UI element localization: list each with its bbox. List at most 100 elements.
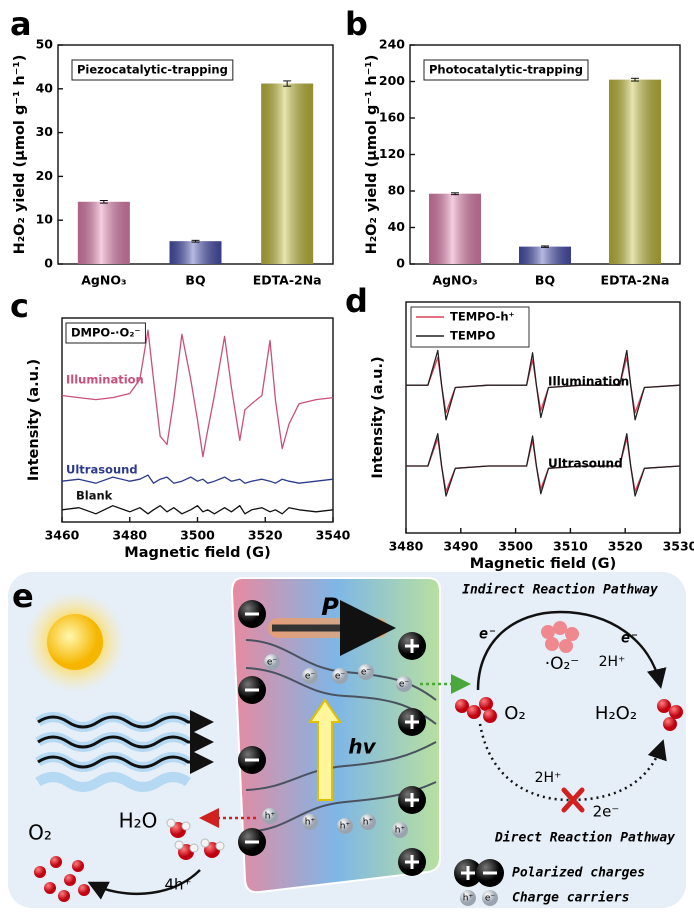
y-tick-label: 40 [388, 219, 406, 234]
curve-label: Blank [76, 489, 113, 503]
pathway-title: Indirect Reaction Pathway [462, 583, 658, 598]
hole [302, 814, 318, 830]
oxygen-label: O₂ [28, 821, 52, 845]
y-axis-label: Intensity (a.u.) [370, 356, 386, 478]
water-hydrogen [166, 818, 176, 828]
photon-arrow [308, 698, 342, 801]
panel-label: a [10, 5, 32, 43]
x-tick-label: 3460 [45, 528, 80, 543]
oxygen-atom [44, 882, 56, 894]
x-tick-label: BQ [535, 273, 555, 288]
hole-label: h⁺ [340, 822, 351, 832]
water-hydrogen [200, 838, 210, 848]
electron [358, 664, 374, 680]
oxygen-atom [34, 866, 46, 878]
blocked-mark [561, 787, 585, 813]
superoxide-label: ·O₂⁻ [545, 654, 580, 674]
curve-label: Ultrasound [548, 457, 623, 471]
water-oxidation-arrow [87, 869, 201, 900]
water-hydrogen [189, 843, 199, 853]
spectrum-line [406, 433, 681, 497]
indirect-arrow [476, 610, 667, 691]
product-atom [657, 699, 671, 713]
superoxide-atom [553, 621, 567, 635]
y-tick-label: 240 [379, 37, 405, 52]
wave [37, 730, 214, 754]
chart-label: DMPO-·O₂⁻ [71, 326, 140, 340]
electrons-label: 2e⁻ [593, 803, 620, 821]
crystal [230, 577, 441, 894]
bar-shine [609, 79, 661, 264]
bar-shine [429, 193, 481, 264]
legend-carrier [460, 890, 476, 906]
protons-label: 2H⁺ [535, 770, 562, 786]
hole-label: h⁺ [305, 818, 316, 828]
oxygen-atom [483, 709, 497, 723]
x-axis-label: Magnetic field (G) [470, 556, 616, 572]
label-box [65, 322, 146, 344]
oxygen-label: O₂ [504, 703, 525, 724]
polarization-label: P [321, 593, 339, 621]
electron-label: e⁻ [621, 629, 639, 647]
x-tick-label: AgNO₃ [81, 273, 126, 288]
legend-carrier-label: e⁻ [485, 894, 496, 904]
sun [47, 614, 103, 670]
panel-label: b [345, 5, 368, 43]
x-axis-label: Magnetic field (G) [124, 545, 270, 561]
wave-glow [35, 772, 191, 792]
y-axis-label: Intensity (a.u.) [26, 359, 42, 481]
curve-label: Ultrasound [66, 463, 138, 477]
x-tick-label: 3480 [112, 528, 147, 543]
hole [392, 822, 408, 838]
water-hydrogen [181, 821, 191, 831]
oxygen-atom [455, 699, 469, 713]
water-hydrogen [215, 841, 225, 851]
label-box [71, 59, 234, 81]
superoxide-atom [565, 627, 579, 641]
product-atom [669, 705, 683, 719]
electron [302, 668, 318, 684]
oxygen-atom [64, 874, 76, 886]
panel-label: e [12, 577, 34, 615]
spectrum-line [61, 474, 334, 484]
water-label: H₂O [119, 809, 158, 833]
hole [360, 814, 376, 830]
label-box [423, 59, 589, 81]
x-tick-label: 3490 [443, 539, 478, 554]
oxygen-atom [58, 890, 70, 902]
electron [264, 654, 280, 670]
water-hydrogen [174, 840, 184, 850]
electron-label: e⁻ [267, 658, 278, 668]
legend-carrier-label: h⁺ [463, 894, 474, 904]
oxygen-atom [467, 705, 481, 719]
bar-shine [519, 246, 571, 264]
chart-label: Piezocatalytic-trapping [77, 63, 228, 77]
plot-frame [405, 301, 681, 534]
hole-label: h⁺ [363, 818, 374, 828]
y-tick-label: 20 [36, 168, 54, 183]
superoxide-atom [545, 637, 559, 651]
oxygen-atom [78, 884, 90, 896]
pathway-title: Direct Reaction Pathway [494, 831, 675, 846]
oxygen-atom [479, 697, 493, 711]
holes-label: 4h⁺ [165, 876, 192, 894]
legend-entry: Polarized charges [512, 866, 645, 881]
legend-entry: Charge carriers [512, 891, 629, 906]
y-tick-label: 50 [36, 37, 54, 52]
x-tick-label: EDTA-2Na [253, 273, 322, 288]
band-edge [245, 741, 437, 791]
x-tick-label: 3520 [248, 528, 283, 543]
hole-label: h⁺ [265, 812, 276, 822]
photon-label: hv [348, 735, 376, 759]
legend-box [410, 306, 530, 348]
bar-shine [77, 201, 130, 264]
y-tick-label: 40 [36, 80, 54, 95]
legend-entry: TEMPO-h⁺ [450, 310, 515, 324]
panel-label: c [10, 287, 29, 325]
product-label: H₂O₂ [595, 703, 637, 724]
electron-label: e⁻ [361, 668, 372, 678]
curve-label: Illumination [66, 373, 144, 387]
electron-label: e⁻ [305, 672, 316, 682]
y-tick-label: 0 [44, 256, 53, 271]
